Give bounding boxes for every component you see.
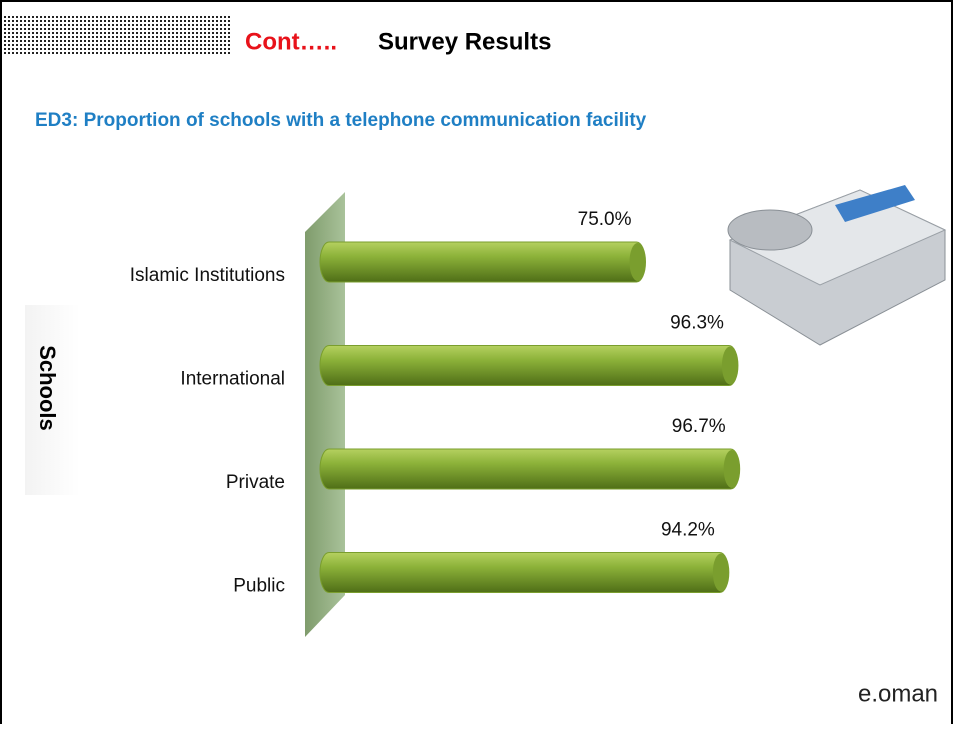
title: Survey Results [378, 28, 551, 55]
category-label: Private [226, 472, 285, 493]
bar [319, 552, 730, 593]
bar-cap [629, 243, 646, 281]
value-label: 94.2% [661, 520, 715, 541]
axis-panel [305, 192, 345, 637]
bar-cap [723, 450, 740, 488]
bar [319, 448, 741, 490]
value-label: 96.7% [672, 416, 726, 437]
title-prefix: Cont….. [245, 28, 337, 55]
bar-cap [721, 346, 738, 385]
title-decoration [2, 15, 230, 55]
category-label: International [180, 369, 285, 390]
subtitle: ED3: Proportion of schools with a teleph… [35, 110, 647, 131]
y-axis-label: Schools [35, 345, 60, 431]
bar [319, 241, 646, 283]
value-label: 96.3% [670, 313, 724, 334]
logo: e.oman [858, 680, 938, 707]
phone-icon [727, 185, 947, 346]
bar-cap [712, 553, 729, 592]
value-label: 75.0% [578, 209, 632, 230]
bar [319, 345, 739, 386]
y-label-panel [25, 305, 80, 495]
category-label: Public [233, 576, 285, 597]
category-label: Islamic Institutions [130, 265, 285, 286]
